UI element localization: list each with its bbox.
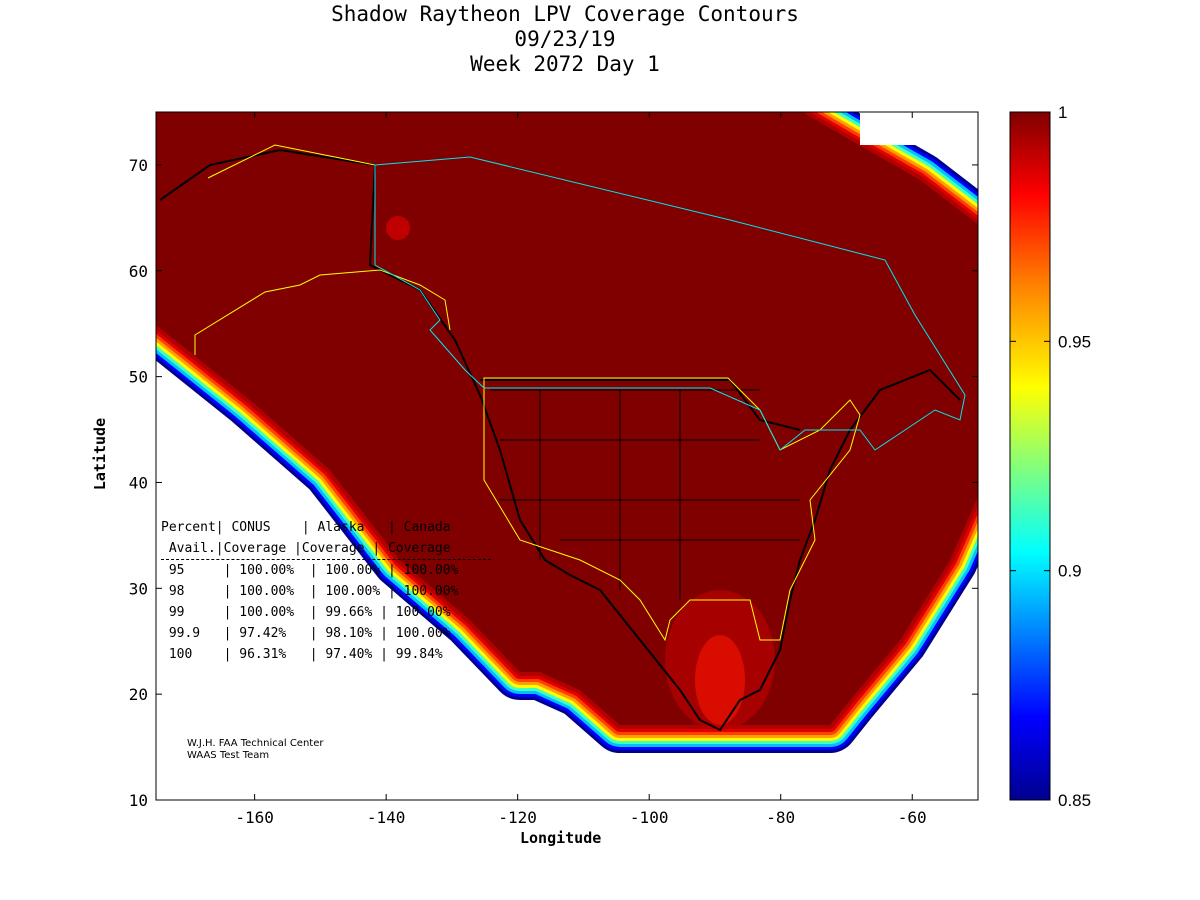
y-tick-label: 30 (129, 579, 148, 598)
colorbar (1009, 111, 1051, 801)
table-row: 100 | 96.31% | 97.40% | 99.84% (161, 647, 443, 662)
x-tick-label: -160 (235, 808, 274, 827)
table-header-2: Avail.|Coverage |Coverage | Coverage (161, 538, 491, 560)
table-row: 99 | 100.00% | 99.66% | 100.00% (161, 605, 451, 620)
arctic-spot (386, 216, 410, 240)
colorbar-tick-label: 1 (1058, 103, 1067, 122)
colorbar-tick-label: 0.9 (1058, 562, 1082, 581)
service-volume-outline (194, 144, 861, 642)
x-tick-label: -80 (766, 808, 795, 827)
coverage-contours (156, 112, 978, 753)
canada-border-outline (374, 156, 966, 451)
chart-date: 09/23/19 (514, 27, 616, 51)
colorbar-tick-label: 0.95 (1058, 332, 1091, 351)
x-axis-label: Longitude (520, 829, 602, 847)
y-tick-label: 40 (129, 473, 148, 492)
gulf-band (665, 590, 775, 730)
coastline (159, 148, 961, 732)
credit-line-2: WAAS Test Team (187, 750, 270, 761)
y-tick-label: 20 (129, 685, 148, 704)
table-row: 98 | 100.00% | 100.00% | 100.00% (161, 584, 459, 599)
table-row: 99.9 | 97.42% | 98.10% | 100.00% (161, 626, 451, 641)
chart-title: Shadow Raytheon LPV Coverage Contours (331, 2, 799, 26)
x-tick-label: -100 (630, 808, 669, 827)
state-borders (490, 389, 800, 600)
y-tick-label: 60 (129, 262, 148, 281)
coverage-table: Percent| CONUS | Alaska | Canada Avail.|… (161, 517, 491, 665)
chart-week: Week 2072 Day 1 (470, 52, 660, 76)
x-tick-label: -140 (367, 808, 406, 827)
x-tick-label: -60 (898, 808, 927, 827)
credit: W.J.H. FAA Technical Center WAAS Test Tea… (187, 738, 323, 762)
y-tick-label: 70 (129, 156, 148, 175)
colorbar-tick-label: 0.85 (1058, 791, 1091, 810)
credit-line-1: W.J.H. FAA Technical Center (187, 738, 324, 749)
y-tick-label: 10 (129, 791, 148, 810)
coverage-core (156, 112, 978, 725)
table-header-1: Percent| CONUS | Alaska | Canada (161, 520, 451, 535)
x-tick-label: -120 (498, 808, 537, 827)
plot-frame (155, 111, 979, 801)
no-coverage-area (860, 112, 978, 145)
y-tick-label: 50 (129, 368, 148, 387)
table-row: 95 | 100.00% | 100.00% | 100.00% (161, 563, 459, 578)
y-axis-label: Latitude (91, 417, 110, 491)
